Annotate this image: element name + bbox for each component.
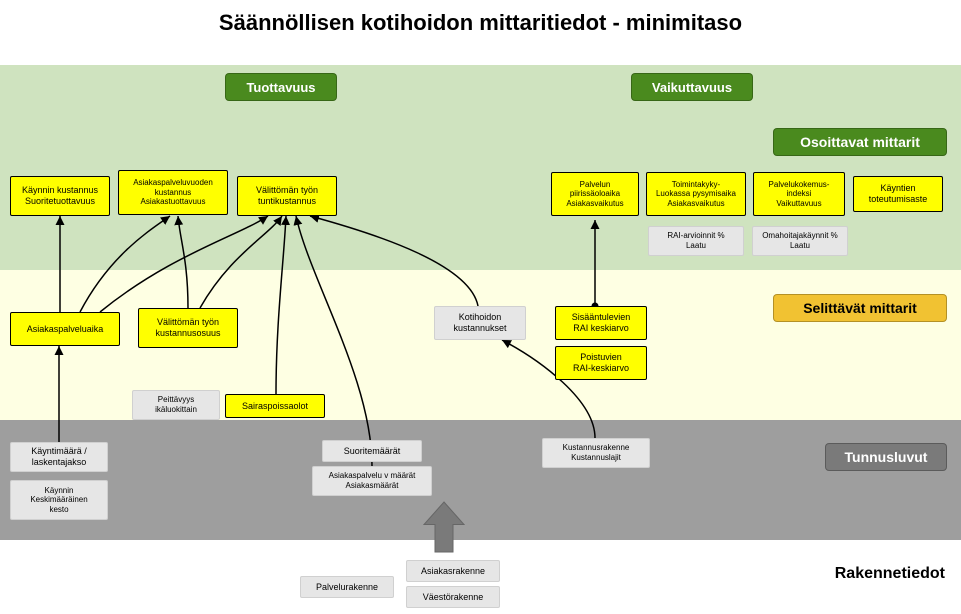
node-sairas: Sairaspoissaolot (225, 394, 325, 418)
node-palv_piirissa: Palvelun piirissäoloaika Asiakasvaikutus (551, 172, 639, 216)
node-kustrak: Kustannusrakenne Kustannuslajit (542, 438, 650, 468)
tag-osoittavat_lbl: Osoittavat mittarit (773, 128, 947, 156)
node-palvelurak: Palvelurakenne (300, 576, 394, 598)
tag-tunnus_lbl: Tunnusluvut (825, 443, 947, 471)
node-valit_tunti: Välittömän työn tuntikustannus (237, 176, 337, 216)
node-asiakaspalveluaika: Asiakaspalveluaika (10, 312, 120, 346)
node-vaestorak: Väestörakenne (406, 586, 500, 608)
node-palvelukok: Palvelukokemus- indeksi Vaikuttavuus (753, 172, 845, 216)
page-title: Säännöllisen kotihoidon mittaritiedot - … (0, 10, 961, 36)
node-sisaantulo: Sisääntulevien RAI keskiarvo (555, 306, 647, 340)
node-asiakaspv_m: Asiakaspalvelu v määrät Asiakasmäärät (312, 466, 432, 496)
node-kotih_kust: Kotihoidon kustannukset (434, 306, 526, 340)
node-asiakasrak: Asiakasrakenne (406, 560, 500, 582)
band-tunnusluvut (0, 420, 961, 540)
node-asiakaspv_k: Asiakaspalveluvuoden kustannus Asiakastu… (118, 170, 228, 215)
node-valit_osuus: Välittömän työn kustannusosuus (138, 308, 238, 348)
tag-tuottavuus: Tuottavuus (225, 73, 337, 101)
node-poistuvien: Poistuvien RAI-keskiarvo (555, 346, 647, 380)
tag-vaikuttavuus: Vaikuttavuus (631, 73, 753, 101)
node-rai_arv: RAI-arvioinnit % Laatu (648, 226, 744, 256)
node-kayntien_tot: Käyntien toteutumisaste (853, 176, 943, 212)
node-kaynnin_kust: Käynnin kustannus Suoritetuottavuus (10, 176, 110, 216)
node-peit: Peittävyys ikäluokittain (132, 390, 220, 420)
node-suoritem: Suoritemäärät (322, 440, 422, 462)
node-kaynnin_kesto: Käynnin Keskimääräinen kesto (10, 480, 108, 520)
node-kayntim: Käyntimäärä / laskentajakso (10, 442, 108, 472)
section-rakennetiedot: Rakennetiedot (745, 562, 959, 586)
node-toimintakyky: Toimintakyky- Luokassa pysymisaika Asiak… (646, 172, 746, 216)
tag-selittavat_lbl: Selittävät mittarit (773, 294, 947, 322)
node-omahoit: Omahoitajakäynnit % Laatu (752, 226, 848, 256)
